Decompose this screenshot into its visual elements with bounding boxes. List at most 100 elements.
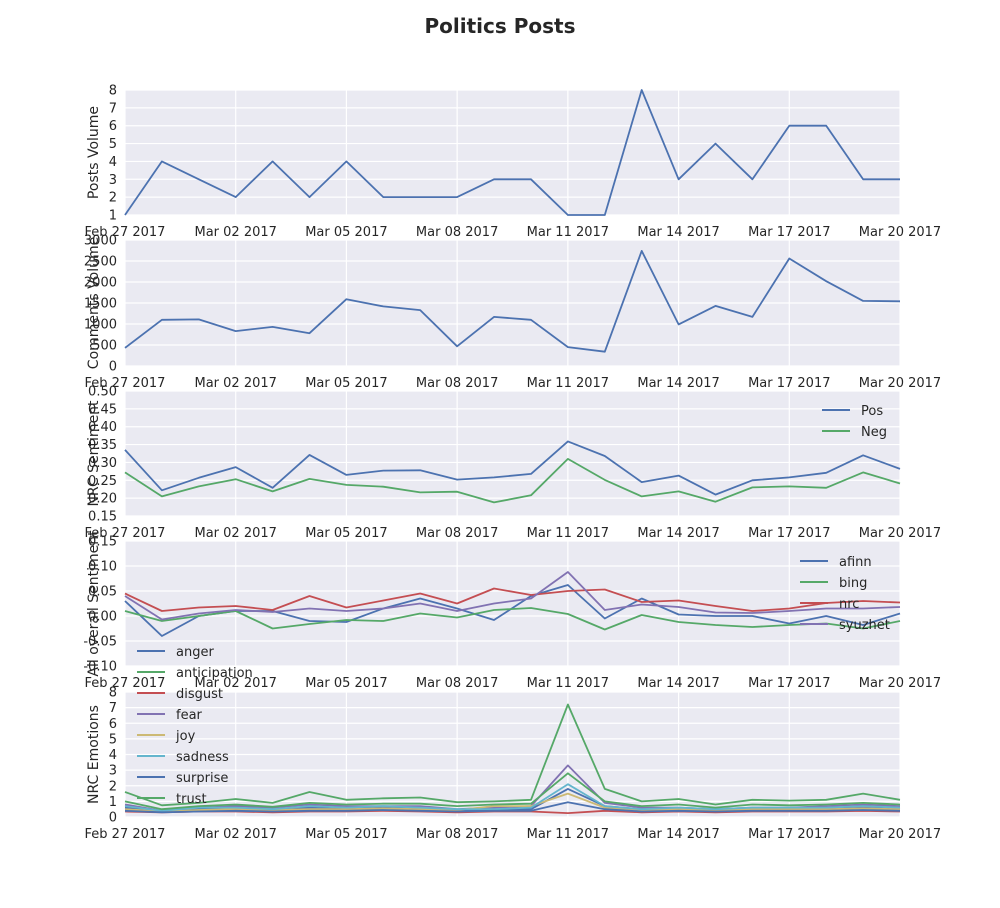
x-tick-label: Mar 02 2017 [195, 827, 277, 842]
y-tick-label: 1 [109, 209, 117, 224]
y-tick-label: -0.05 [83, 635, 117, 650]
plot-area [125, 541, 900, 666]
x-tick-label: Feb 27 2017 [85, 225, 166, 240]
x-tick-label: Mar 05 2017 [305, 526, 387, 541]
plot-area [125, 391, 900, 516]
legend-label: afinn [839, 555, 872, 570]
x-tick-label: Mar 08 2017 [416, 225, 498, 240]
x-tick-label: Feb 27 2017 [85, 376, 166, 391]
y-tick-label: 0.35 [88, 438, 117, 453]
y-axis-label: Comments Volume [86, 237, 102, 369]
x-tick-label: Mar 17 2017 [748, 676, 830, 691]
y-tick-label: 0.25 [88, 474, 117, 489]
series-line-sadness [124, 783, 901, 812]
legend-label: anticipation [176, 666, 253, 681]
subplot-2: 0 500 1000 1500 2000 2500 3000 Feb 27 2017 Mar 0… [84, 234, 941, 392]
legend-label: joy [175, 729, 196, 744]
y-tick-label: 0.40 [88, 420, 117, 435]
y-tick-label: 8 [109, 686, 117, 701]
x-tick-label: Mar 08 2017 [416, 676, 498, 691]
x-tick-label: Feb 27 2017 [85, 827, 166, 842]
legend-label: bing [839, 576, 867, 591]
x-tick-label: Mar 08 2017 [416, 376, 498, 391]
y-tick-label: 5 [109, 137, 117, 152]
x-tick-label: Feb 27 2017 [85, 676, 166, 691]
legend-label: syuzhet [839, 618, 890, 633]
figure-title: Politics Posts [424, 14, 575, 38]
x-tick-label: Mar 02 2017 [195, 225, 277, 240]
x-tick-label: Mar 14 2017 [637, 526, 719, 541]
y-tick-label: 0.10 [88, 560, 117, 575]
y-tick-label: 2 [109, 191, 117, 206]
x-tick-label: Mar 05 2017 [305, 376, 387, 391]
y-tick-label: 4 [109, 748, 117, 763]
y-axis-label: Posts Volume [86, 106, 102, 199]
series-line-Neg [124, 457, 901, 504]
y-tick-label: 4 [109, 155, 117, 170]
subplot-1: 1 2 3 4 5 6 7 8 Feb 27 2017 Mar 02 2017 Mar 05 201… [85, 84, 942, 241]
x-tick-label: Mar 02 2017 [195, 526, 277, 541]
y-tick-label: 3 [109, 173, 117, 188]
y-tick-label: 2000 [84, 276, 117, 291]
y-tick-label: 0.05 [88, 585, 117, 600]
series-line-joy [124, 792, 901, 813]
y-tick-label: 0.15 [88, 535, 117, 550]
x-tick-label: Mar 08 2017 [416, 827, 498, 842]
y-tick-label: 1000 [84, 318, 117, 333]
y-tick-label: 0.50 [88, 385, 117, 400]
x-tick-label: Mar 14 2017 [637, 376, 719, 391]
x-tick-label: Mar 02 2017 [195, 676, 277, 691]
y-tick-label: 3000 [84, 234, 117, 249]
series-line-trust [124, 772, 901, 811]
series-line-series-1 [124, 89, 900, 216]
legend-label: anger [176, 645, 214, 660]
y-tick-label: 5 [109, 732, 117, 747]
y-tick-label: 2 [109, 779, 117, 794]
x-tick-label: Mar 17 2017 [748, 376, 830, 391]
x-tick-label: Mar 02 2017 [195, 376, 277, 391]
y-tick-label: 0.20 [88, 492, 117, 507]
legend: afinn bing nrc syuzhet [800, 555, 890, 633]
x-tick-label: Mar 11 2017 [527, 376, 609, 391]
legend-label: fear [176, 708, 203, 723]
x-tick-label: Mar 05 2017 [305, 225, 387, 240]
series-line-series-1 [124, 249, 901, 353]
y-tick-label: 0.45 [88, 402, 117, 417]
y-axis-label: NRC Sentiment [86, 400, 102, 507]
y-tick-label: -0.10 [83, 660, 117, 675]
y-tick-label: 500 [92, 339, 117, 354]
y-tick-label: 3 [109, 764, 117, 779]
series-line-surprise [124, 801, 901, 814]
y-tick-label: 7 [109, 701, 117, 716]
series-line-nrc [124, 587, 901, 612]
x-tick-label: Mar 17 2017 [748, 225, 830, 240]
y-tick-label: 7 [109, 101, 117, 116]
y-tick-label: 2500 [84, 255, 117, 270]
legend: anger anticipation disgust fear joy sadness su… [137, 645, 253, 807]
series-line-bing [124, 607, 901, 631]
x-tick-label: Mar 14 2017 [637, 827, 719, 842]
y-axis-label: All overall Sentiment [86, 530, 102, 677]
legend-label: nrc [839, 597, 859, 612]
legend-label: surprise [176, 771, 228, 786]
x-tick-label: Mar 08 2017 [416, 526, 498, 541]
subplot-4: -0.10 -0.05 0.00 0.05 0.10 0.15 Feb 27 2017 Mar… [83, 530, 941, 691]
series-line-syuzhet [124, 571, 901, 621]
y-tick-label: 0.00 [88, 610, 117, 625]
x-tick-label: Mar 14 2017 [637, 676, 719, 691]
legend-label: sadness [176, 750, 229, 765]
x-tick-label: Mar 05 2017 [305, 827, 387, 842]
legend-label: trust [176, 792, 207, 807]
y-tick-label: 0.15 [88, 510, 117, 525]
legend-label: Pos [861, 404, 883, 419]
x-tick-label: Mar 05 2017 [305, 676, 387, 691]
x-tick-label: Mar 11 2017 [527, 225, 609, 240]
x-tick-label: Mar 14 2017 [637, 225, 719, 240]
y-tick-label: 6 [109, 717, 117, 732]
x-tick-label: Mar 17 2017 [748, 827, 830, 842]
x-tick-label: Feb 27 2017 [85, 526, 166, 541]
series-line-anticipation [124, 703, 901, 807]
